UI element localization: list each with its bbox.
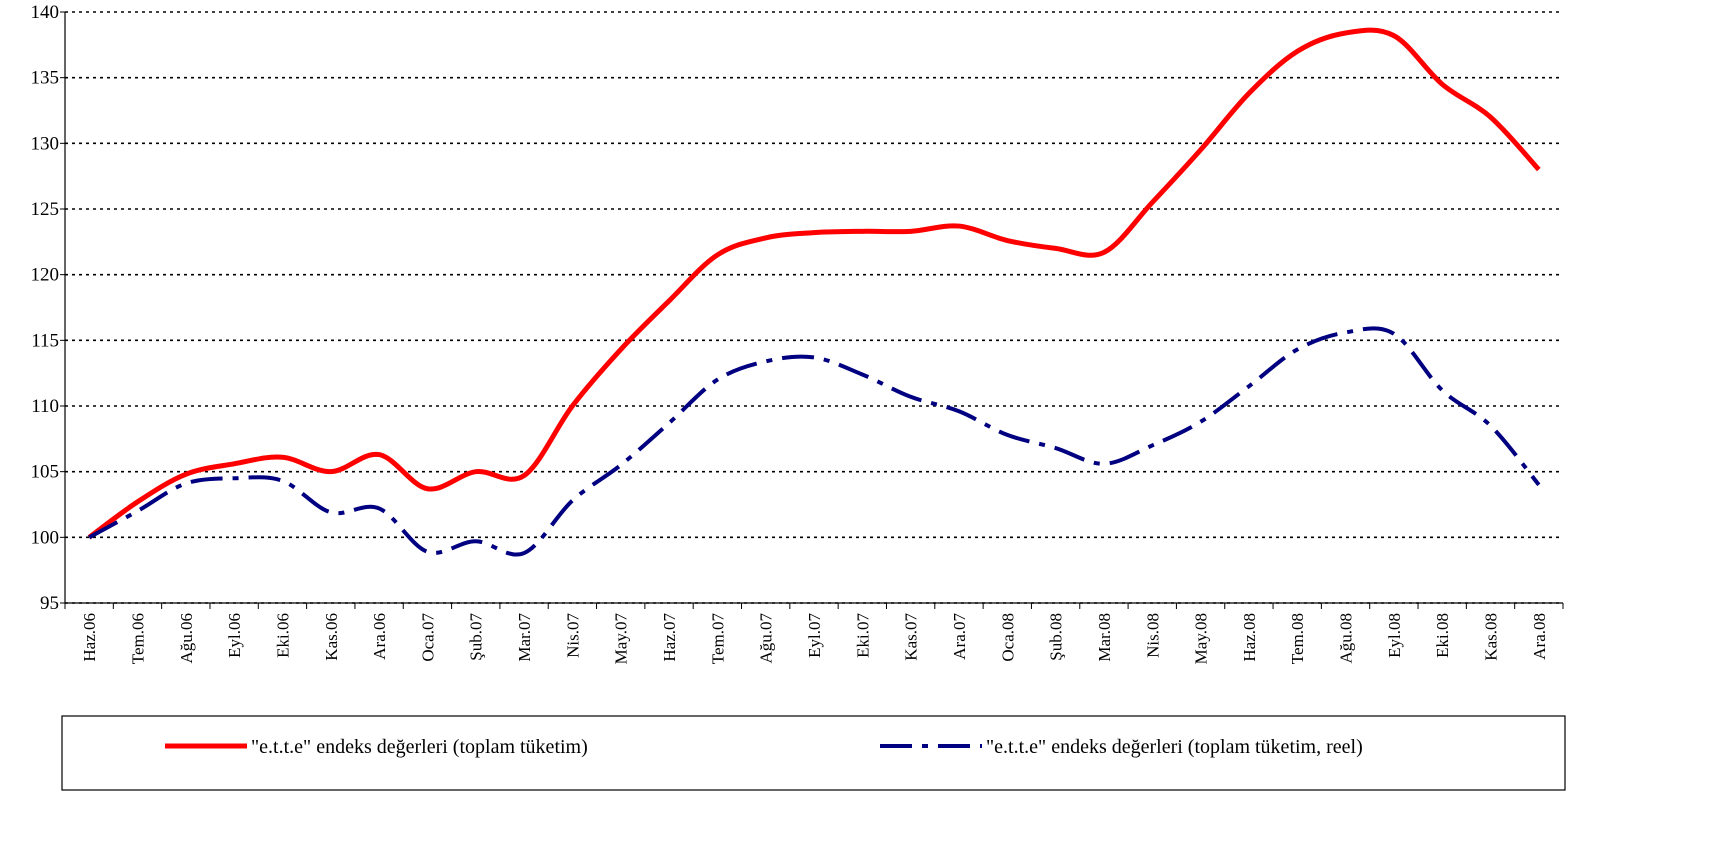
x-tick-label: Tem.06: [128, 613, 147, 664]
x-tick-label: Eyl.08: [1385, 613, 1404, 658]
y-tick-label: 105: [31, 462, 60, 483]
y-tick-label: 110: [31, 396, 59, 417]
x-tick-label: Mar.08: [1095, 613, 1114, 662]
x-tick-label: Kas.08: [1482, 613, 1501, 661]
x-tick-label: Nis.07: [563, 613, 582, 658]
x-tick-label: Eki.07: [853, 613, 872, 658]
x-tick-label: Ara.08: [1530, 613, 1549, 660]
x-tick-label: Tem.08: [1288, 613, 1307, 664]
x-tick-label: Oca.08: [998, 613, 1017, 662]
legend-box: [61, 715, 1566, 791]
x-tick-label: Eyl.06: [225, 613, 244, 658]
y-tick-label: 130: [31, 133, 60, 154]
x-tick-label: Haz.07: [660, 613, 679, 662]
x-tick-label: Tem.07: [708, 613, 727, 665]
x-tick-label: Ara.06: [370, 613, 389, 660]
x-tick-label: Ağu.07: [757, 613, 776, 664]
legend-label: "e.t.t.e" endeks değerleri (toplam tüket…: [251, 736, 588, 758]
x-tick-label: Ağu.08: [1337, 613, 1356, 664]
x-tick-label: Ağu.06: [177, 613, 196, 664]
x-tick-label: Haz.06: [80, 613, 99, 662]
x-tick-label: Eyl.07: [805, 613, 824, 658]
x-tick-label: Nis.08: [1143, 613, 1162, 658]
x-tick-label: May.08: [1192, 613, 1211, 664]
x-tick-label: Eki.08: [1433, 613, 1452, 658]
x-tick-label: Eki.06: [273, 613, 292, 658]
x-tick-label: Şub.08: [1047, 613, 1066, 661]
y-tick-label: 125: [31, 199, 60, 220]
series-line: [87, 27, 1541, 540]
x-tick-label: Haz.08: [1240, 613, 1259, 662]
legend-label: "e.t.t.e" endeks değerleri (toplam tüket…: [986, 736, 1363, 758]
x-tick-label: Oca.07: [418, 613, 437, 662]
x-tick-label: Ara.07: [950, 613, 969, 660]
x-tick-label: Mar.07: [515, 613, 534, 662]
y-tick-label: 140: [31, 2, 60, 23]
y-tick-label: 100: [31, 527, 60, 548]
x-tick-label: May.07: [612, 613, 631, 665]
y-tick-label: 135: [31, 68, 60, 89]
series-line: [88, 326, 1541, 557]
y-tick-label: 120: [31, 265, 60, 286]
y-tick-label: 115: [31, 330, 59, 351]
x-tick-label: Kas.06: [322, 613, 341, 661]
x-tick-label: Şub.07: [467, 613, 486, 661]
x-tick-label: Kas.07: [902, 613, 921, 661]
y-tick-label: 95: [40, 593, 59, 614]
